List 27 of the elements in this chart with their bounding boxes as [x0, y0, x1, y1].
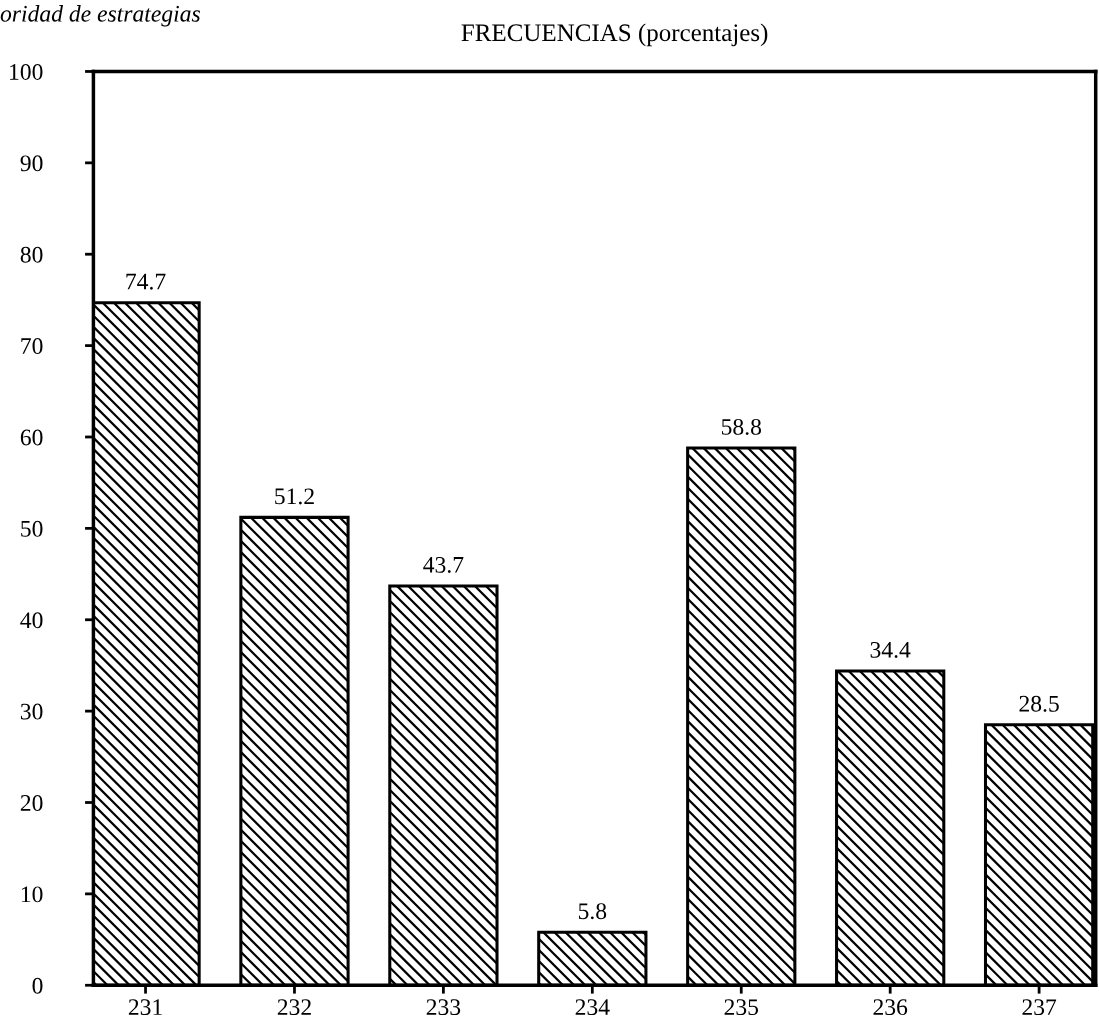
y-tick-label: 100: [10, 63, 43, 80]
y-tick-label: 70: [21, 338, 43, 355]
y-tick-label: 40: [20, 612, 43, 629]
x-tick-label: 236: [873, 999, 908, 1016]
chart-title: FRECUENCIAS (porcentajes): [461, 23, 768, 47]
y-tick-label: 90: [20, 155, 43, 172]
data-label: 43.7: [423, 556, 464, 573]
data-label: 28.5: [1019, 695, 1059, 712]
y-tick-label: 0: [32, 977, 43, 994]
x-tick-label: 231: [128, 999, 162, 1016]
text: oridad de estrategias: [0, 5, 200, 27]
y-tick-label: 10: [21, 886, 43, 903]
data-label: 58.8: [721, 418, 762, 435]
x-tick-label: 233: [426, 999, 461, 1016]
x-tick-label: 237: [1022, 999, 1057, 1016]
y-tick-label: 50: [21, 520, 43, 537]
x-tick-label: 232: [277, 999, 311, 1016]
x-tick-label: 235: [724, 999, 759, 1016]
data-label: 5.8: [578, 903, 607, 920]
y-tick-label: 60: [20, 429, 43, 446]
data-label: 34.4: [870, 641, 911, 658]
y-tick-label: 80: [20, 246, 43, 263]
data-label: 51.2: [275, 488, 314, 505]
data-label: 74.7: [126, 273, 166, 290]
y-tick-label: 30: [20, 703, 43, 720]
y-tick-label: 20: [20, 795, 43, 811]
x-tick-label: 234: [575, 999, 610, 1016]
